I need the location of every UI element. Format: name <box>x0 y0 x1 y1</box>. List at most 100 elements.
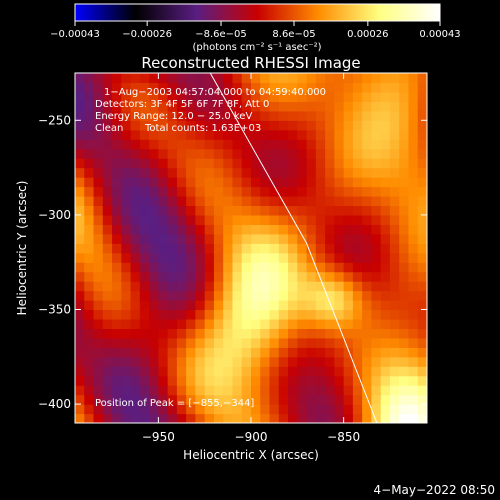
heatmap-cell <box>306 394 317 405</box>
heatmap-cell <box>130 385 141 396</box>
y-tick-label: −400 <box>38 397 71 411</box>
heatmap-cell <box>315 195 326 207</box>
heatmap-cell <box>315 252 326 263</box>
heatmap-cell <box>352 91 363 102</box>
heatmap-cell <box>399 91 410 102</box>
heatmap-cell <box>408 281 419 292</box>
heatmap-cell <box>389 290 400 301</box>
heatmap-cell <box>167 356 178 367</box>
heatmap-cell <box>84 82 95 93</box>
heatmap-cell <box>241 337 252 348</box>
heatmap-cell <box>223 394 234 405</box>
heatmap-cell <box>278 413 289 423</box>
heatmap-cell <box>223 375 234 386</box>
heatmap-cell <box>315 347 326 358</box>
heatmap-cell <box>75 394 85 405</box>
heatmap-cell <box>399 167 410 178</box>
heatmap-cell <box>380 271 391 282</box>
heatmap-cell <box>269 101 280 112</box>
heatmap-cell <box>371 186 382 197</box>
heatmap-cell <box>251 271 261 282</box>
heatmap-cell <box>75 356 85 367</box>
heatmap-cell <box>195 73 206 84</box>
heatmap-cell <box>315 394 326 405</box>
heatmap-cell <box>195 177 206 188</box>
heatmap-cell <box>334 413 345 423</box>
heatmap-cell <box>232 148 243 159</box>
heatmap-cell <box>297 404 308 415</box>
heatmap-cell <box>139 300 150 311</box>
heatmap-cell <box>102 73 113 84</box>
heatmap-cell <box>158 110 169 121</box>
heatmap-cell <box>278 214 289 225</box>
heatmap-cell <box>223 318 234 330</box>
heatmap-cell <box>362 120 373 131</box>
heatmap-cell <box>389 139 400 150</box>
heatmap-cell <box>417 233 427 244</box>
heatmap-cell <box>306 186 317 197</box>
heatmap-cell <box>306 252 317 263</box>
heatmap-cell <box>84 233 95 244</box>
heatmap-cell <box>195 413 206 423</box>
heatmap-cell <box>408 167 419 178</box>
heatmap-cell <box>102 328 113 339</box>
heatmap-cell <box>149 214 159 225</box>
heatmap-cell <box>343 290 354 301</box>
heatmap-cell <box>195 120 206 131</box>
heatmap-cell <box>186 404 197 415</box>
heatmap-cell <box>176 394 187 405</box>
heatmap-cell <box>102 186 113 197</box>
heatmap-cell <box>75 139 85 150</box>
heatmap-cell <box>362 91 373 102</box>
heatmap-cell <box>75 290 85 301</box>
heatmap-cell <box>389 214 400 225</box>
heatmap-cell <box>417 413 427 423</box>
heatmap-cell <box>417 394 427 405</box>
heatmap-cell <box>417 101 427 112</box>
heatmap-cell <box>325 243 335 254</box>
heatmap-cell <box>75 347 85 358</box>
heatmap-cell <box>223 120 234 131</box>
heatmap-cell <box>315 214 326 225</box>
heatmap-cell <box>112 309 122 320</box>
heatmap-cell <box>139 233 150 244</box>
heatmap-cell <box>288 404 298 415</box>
heatmap-cell <box>158 195 169 207</box>
heatmap-cell <box>251 318 261 330</box>
heatmap-cell <box>288 281 298 292</box>
heatmap-cell <box>130 290 141 301</box>
heatmap-cell <box>112 233 122 244</box>
heatmap-cell <box>84 385 95 396</box>
heatmap-cell <box>343 337 354 348</box>
heatmap-cell <box>389 271 400 282</box>
heatmap-cell <box>112 328 122 339</box>
heatmap-cell <box>176 337 187 348</box>
heatmap-cell <box>195 262 206 273</box>
heatmap-cell <box>278 158 289 169</box>
heatmap-cell <box>195 82 206 93</box>
heatmap-cell <box>408 110 419 121</box>
heatmap-cell <box>278 262 289 273</box>
heatmap-cell <box>186 337 197 348</box>
heatmap-cell <box>343 82 354 93</box>
heatmap-cell <box>371 233 382 244</box>
heatmap-cell <box>204 262 215 273</box>
heatmap-cell <box>362 129 373 140</box>
heatmap-cell <box>297 271 308 282</box>
heatmap-cell <box>167 129 178 140</box>
heatmap-cell <box>84 195 95 207</box>
heatmap-cell <box>334 318 345 330</box>
heatmap-cell <box>112 139 122 150</box>
heatmap-cell <box>213 73 224 84</box>
heatmap-cell <box>417 252 427 263</box>
heatmap-cell <box>75 214 85 225</box>
heatmap-cell <box>408 195 419 207</box>
heatmap-cell <box>362 328 373 339</box>
heatmap-cell <box>84 243 95 254</box>
heatmap-cell <box>204 309 215 320</box>
heatmap-cell <box>288 356 298 367</box>
heatmap-cell <box>241 281 252 292</box>
heatmap-cell <box>352 262 363 273</box>
heatmap-cell <box>408 413 419 423</box>
heatmap-cell <box>204 91 215 102</box>
